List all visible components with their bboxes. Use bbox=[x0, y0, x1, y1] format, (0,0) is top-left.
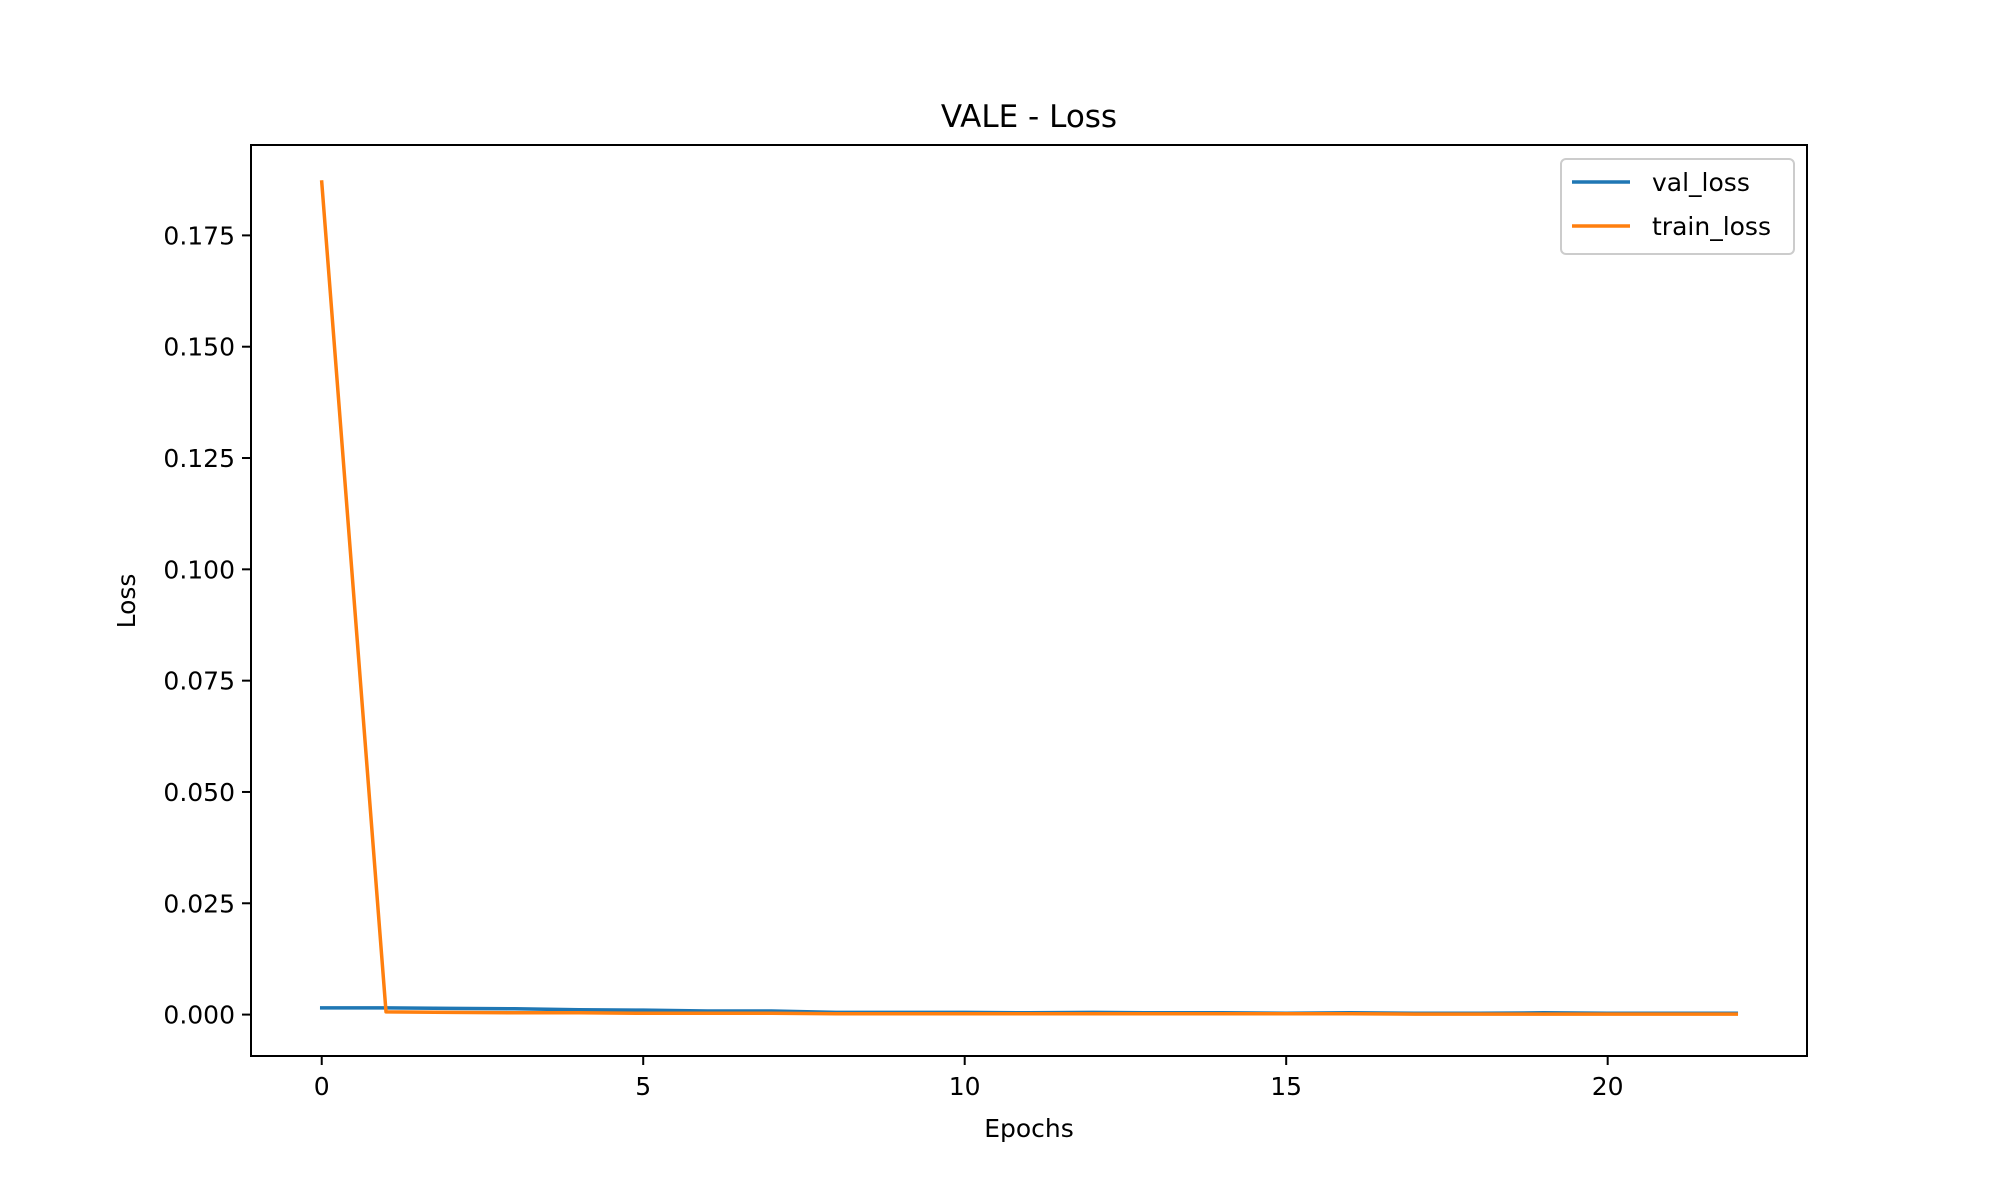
y-tick-label: 0.100 bbox=[163, 555, 235, 584]
y-tick-label: 0.150 bbox=[163, 333, 235, 362]
x-tick-label: 15 bbox=[1270, 1072, 1302, 1101]
plot-area bbox=[319, 180, 1739, 1016]
x-tick-label: 5 bbox=[635, 1072, 651, 1101]
y-tick-label: 0.075 bbox=[163, 667, 235, 696]
y-tick-label: 0.050 bbox=[163, 778, 235, 807]
legend-label-train-loss: train_loss bbox=[1652, 212, 1771, 241]
y-axis-label: Loss bbox=[112, 574, 141, 629]
legend-label-val-loss: val_loss bbox=[1652, 168, 1750, 197]
x-axis-label: Epochs bbox=[984, 1114, 1074, 1143]
series-line-train-loss bbox=[319, 180, 1739, 1016]
y-tick-label: 0.175 bbox=[163, 221, 235, 250]
legend: val_loss train_loss bbox=[1560, 158, 1795, 255]
x-tick-label: 10 bbox=[949, 1072, 981, 1101]
x-tick-label: 0 bbox=[314, 1072, 330, 1101]
plot-frame bbox=[250, 144, 1808, 1057]
chart-title: VALE - Loss bbox=[941, 99, 1117, 135]
y-tick-label: 0.000 bbox=[163, 1001, 235, 1030]
y-tick-label: 0.125 bbox=[163, 444, 235, 473]
x-tick-label: 20 bbox=[1592, 1072, 1624, 1101]
y-tick-label: 0.025 bbox=[163, 889, 235, 918]
